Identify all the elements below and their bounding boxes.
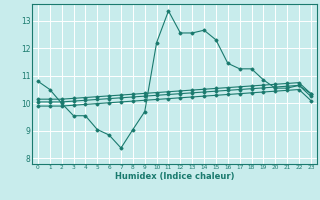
- X-axis label: Humidex (Indice chaleur): Humidex (Indice chaleur): [115, 172, 234, 181]
